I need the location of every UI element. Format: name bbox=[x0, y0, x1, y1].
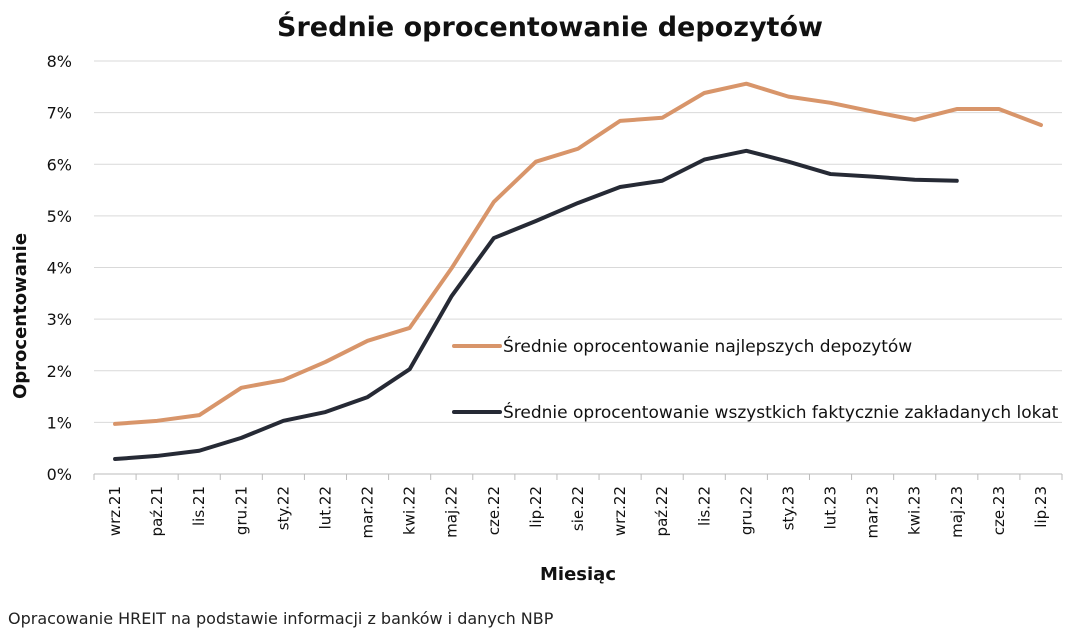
y-tick-label: 8% bbox=[47, 52, 72, 71]
x-tick-label: sie.22 bbox=[569, 486, 587, 531]
x-axis-label: Miesiąc bbox=[540, 564, 616, 585]
x-tick-label: sty.23 bbox=[779, 486, 797, 530]
series-line bbox=[113, 81, 1043, 426]
chart-title: Średnie oprocentowanie depozytów bbox=[277, 11, 823, 43]
y-tick-label: 0% bbox=[47, 465, 72, 484]
x-tick-label: kwi.22 bbox=[401, 486, 419, 535]
y-tick-label: 3% bbox=[47, 310, 72, 329]
x-tick-label: gru.22 bbox=[737, 486, 755, 535]
x-tick-label: lis.22 bbox=[695, 486, 713, 526]
y-tick-label: 5% bbox=[47, 207, 72, 226]
y-tick-label: 1% bbox=[47, 413, 72, 432]
y-tick-label: 7% bbox=[47, 104, 72, 123]
x-tick-label: wrz.22 bbox=[611, 486, 629, 536]
x-tick-label: lut.23 bbox=[822, 486, 840, 529]
x-tick-label: maj.22 bbox=[443, 486, 461, 538]
source-note: Opracowanie HREIT na podstawie informacj… bbox=[8, 609, 554, 628]
x-tick-label: paź.21 bbox=[148, 486, 166, 536]
legend-label: Średnie oprocentowanie najlepszych depoz… bbox=[503, 335, 912, 357]
x-tick-label: lip.23 bbox=[1032, 486, 1050, 528]
x-tick-label: gru.21 bbox=[232, 486, 250, 535]
x-tick-label: sty.22 bbox=[274, 486, 292, 530]
x-tick-label: paź.22 bbox=[653, 486, 671, 536]
x-tick-label: mar.22 bbox=[359, 486, 377, 538]
x-tick-label: lip.22 bbox=[527, 486, 545, 528]
y-tick-label: 2% bbox=[47, 362, 72, 381]
x-tick-label: cze.22 bbox=[485, 486, 503, 535]
x-tick-label: kwi.23 bbox=[906, 486, 924, 535]
x-tick-label: lut.22 bbox=[316, 486, 334, 529]
y-tick-label: 4% bbox=[47, 259, 72, 278]
x-tick-label: lis.21 bbox=[190, 486, 208, 526]
y-axis-label: Oprocentowanie bbox=[10, 233, 31, 399]
legend-label: Średnie oprocentowanie wszystkich faktyc… bbox=[503, 401, 1059, 423]
line-chart: Średnie oprocentowanie depozytów 0% 1% 2% 3… bbox=[10, 11, 1063, 585]
y-tick-label: 6% bbox=[47, 155, 72, 174]
x-tick-label: cze.23 bbox=[990, 486, 1008, 535]
x-tick-label: mar.23 bbox=[864, 486, 882, 538]
x-tick-label: wrz.21 bbox=[106, 486, 124, 536]
x-tick-label: maj.23 bbox=[948, 486, 966, 538]
